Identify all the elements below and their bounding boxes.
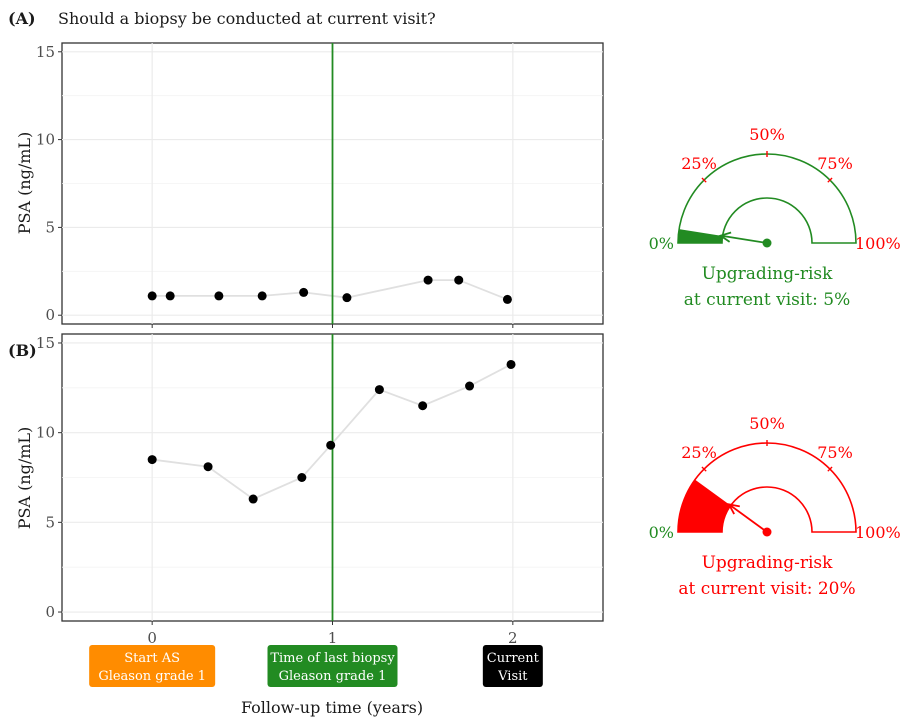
- event-box: [267, 645, 398, 687]
- psa-data-point: [214, 291, 224, 301]
- panel-label-b: (B): [8, 341, 37, 360]
- gauge-tick-label: 25%: [681, 154, 717, 173]
- panel-a-marks: [147, 43, 512, 324]
- gauge-outline: [677, 153, 857, 244]
- psa-data-point: [147, 291, 157, 301]
- psa-data-point: [257, 291, 267, 301]
- panel-a-plot: 0 5 10 15 PSA (ng/mL): [15, 42, 604, 328]
- gauge-needle: [720, 234, 768, 244]
- gauge-outline: [677, 442, 857, 533]
- psa-data-point: [165, 291, 175, 301]
- panel-b-marks: [147, 334, 516, 621]
- event-label: Time of last biopsy: [270, 651, 395, 666]
- psa-data-point: [502, 294, 512, 304]
- panel-a-y-axis-label: PSA (ng/mL): [15, 132, 34, 235]
- event-label: Gleason grade 1: [279, 669, 387, 684]
- panel-b-y-axis-label: PSA (ng/mL): [15, 427, 34, 530]
- psa-data-point: [454, 275, 464, 285]
- psa-data-point: [342, 293, 352, 303]
- gauge-tick: [827, 177, 833, 183]
- gauge-needle-head: [718, 231, 732, 243]
- panel-b-tick-labels: 0 5 10 15 0 1 2: [36, 334, 518, 647]
- gauge-caption-line1: Upgrading-risk: [702, 553, 834, 573]
- y-tick-label: 10: [36, 424, 55, 442]
- gauge-risk-fill: [678, 229, 723, 243]
- gauge-tick-label: 50%: [749, 125, 785, 144]
- gauge-tick: [827, 466, 833, 472]
- panel-b-plot: 0 5 10 15 0 1 2 PSA (ng/mL): [15, 333, 604, 647]
- psa-data-point: [506, 359, 516, 369]
- psa-data-point: [297, 473, 307, 482]
- event-label: Start AS: [124, 651, 180, 666]
- gauge-caption-line2: at current visit: 20%: [678, 579, 855, 599]
- psa-data-point: [465, 381, 475, 391]
- gauge-caption-line2: at current visit: 5%: [684, 290, 850, 310]
- y-tick-label: 0: [45, 603, 55, 621]
- gauge-needle: [728, 503, 768, 533]
- gauge-tick-label: 0%: [649, 523, 674, 542]
- gauge-pivot: [762, 527, 772, 537]
- psa-data-point: [299, 287, 309, 297]
- panel-a-tick-labels: 0 5 10 15: [36, 43, 514, 328]
- y-tick-label: 10: [36, 131, 55, 149]
- gauge-needle-head: [727, 503, 740, 515]
- gauge-tick-label: 100%: [855, 523, 901, 542]
- gauge-tick: [701, 466, 707, 472]
- x-tick-label: 2: [508, 629, 518, 647]
- gauge-tick: [701, 177, 707, 183]
- psa-data-point: [248, 494, 258, 504]
- y-tick-label: 5: [45, 513, 55, 531]
- event-markers: Start AS Gleason grade 1 Time of last biop…: [89, 645, 543, 687]
- y-tick-label: 15: [36, 43, 55, 61]
- gauge-tick-label: 75%: [817, 443, 853, 462]
- gauge-tick-label: 0%: [649, 234, 674, 253]
- gauge-pivot: [762, 238, 772, 248]
- gauge-risk-fill: [678, 479, 731, 532]
- gauge-tick-label: 25%: [681, 443, 717, 462]
- gauge-tick-label: 100%: [855, 234, 901, 253]
- event-label: Current: [487, 651, 540, 666]
- psa-data-point: [326, 440, 336, 450]
- panel-a-title: Should a biopsy be conducted at current …: [58, 9, 436, 28]
- gauge-tick-label: 75%: [817, 154, 853, 173]
- event-label: Gleason grade 1: [98, 669, 206, 684]
- psa-data-point: [203, 462, 213, 472]
- event-box: [482, 645, 543, 687]
- gauge-tick-label: 50%: [749, 414, 785, 433]
- psa-data-point: [147, 455, 157, 465]
- y-tick-label: 15: [36, 334, 55, 352]
- x-tick-label: 0: [147, 629, 157, 647]
- psa-data-point: [418, 401, 428, 411]
- x-tick-label: 1: [328, 629, 338, 647]
- risk-gauge-b: 0% 25% 50% 75% 100% Upgrading-risk at current …: [649, 414, 901, 599]
- gauge-caption-line1: Upgrading-risk: [702, 264, 834, 284]
- psa-data-point: [423, 275, 433, 285]
- panel-label-a: (A): [8, 9, 36, 28]
- risk-gauge-a: 0% 25% 50% 75% 100% Upgrading-risk at current …: [649, 125, 901, 310]
- y-tick-label: 0: [45, 306, 55, 324]
- psa-data-point: [374, 385, 384, 395]
- y-tick-label: 5: [45, 218, 55, 236]
- event-box: [89, 645, 216, 687]
- event-label: Visit: [497, 669, 528, 684]
- x-axis-label: Follow-up time (years): [241, 698, 423, 717]
